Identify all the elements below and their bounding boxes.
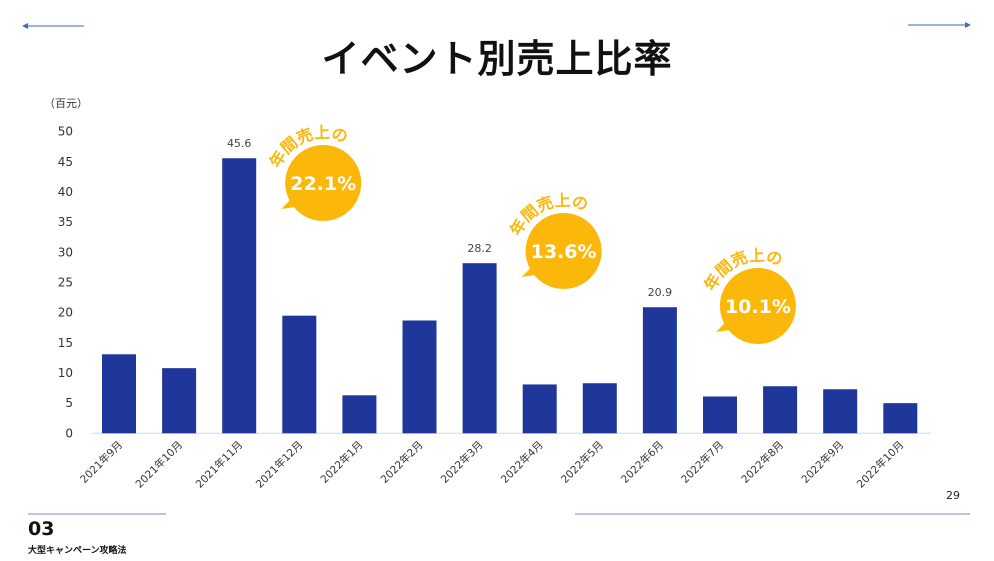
x-tick-label: 2022年1月 — [318, 438, 366, 486]
x-tick-label: 2022年7月 — [678, 438, 726, 486]
y-tick-label: 50 — [58, 125, 73, 139]
callout-bubble — [525, 213, 602, 289]
x-tick-label: 2022年4月 — [498, 438, 546, 486]
data-label: 20.9 — [648, 286, 673, 299]
x-tick-label: 2022年3月 — [438, 438, 486, 486]
bar — [703, 396, 737, 434]
page-number: 29 — [946, 489, 960, 502]
arrow-left-icon[interactable] — [22, 23, 84, 29]
callout-bubble — [285, 145, 362, 221]
page-title: イベント別売上比率 — [321, 37, 673, 81]
section-number: 03 — [28, 518, 55, 540]
bar — [462, 263, 497, 434]
y-tick-label: 10 — [58, 366, 73, 380]
bar — [102, 354, 136, 434]
data-label: 28.2 — [467, 242, 492, 255]
bar — [823, 389, 858, 434]
section-name: 大型キャンペーン攻略法 — [28, 546, 127, 556]
x-tick-label: 2022年2月 — [378, 438, 426, 486]
bar — [162, 368, 197, 434]
x-tick-label: 2022年9月 — [799, 438, 847, 486]
y-tick-label: 35 — [58, 215, 73, 229]
x-tick-label: 2021年11月 — [193, 438, 245, 490]
callout-value: 22.1% — [290, 173, 356, 195]
y-tick-label: 0 — [65, 426, 73, 440]
bar — [642, 307, 677, 434]
data-label: 45.6 — [227, 137, 252, 150]
bar — [402, 320, 437, 434]
arrow-right-icon[interactable] — [908, 22, 971, 28]
x-tick-label: 2021年10月 — [133, 438, 185, 490]
y-tick-label: 25 — [58, 276, 73, 290]
bar — [883, 403, 918, 434]
callout-value: 10.1% — [725, 296, 791, 318]
y-tick-label: 5 — [65, 396, 73, 410]
x-tick-label: 2021年12月 — [253, 438, 305, 490]
x-tick-label: 2022年5月 — [558, 438, 606, 486]
bar — [282, 315, 317, 434]
x-tick-label: 2022年8月 — [739, 438, 787, 486]
bar — [763, 386, 798, 434]
bar — [222, 158, 257, 434]
y-tick-label: 40 — [58, 185, 73, 199]
callout-bubble — [719, 268, 796, 344]
bar — [522, 384, 557, 434]
y-axis-unit-label: （百元） — [44, 97, 88, 110]
y-tick-label: 30 — [58, 245, 73, 259]
y-tick-label: 20 — [58, 306, 73, 320]
y-tick-label: 45 — [58, 155, 73, 169]
x-tick-label: 2022年6月 — [618, 438, 666, 486]
x-tick-label: 2022年10月 — [854, 438, 906, 490]
x-tick-label: 2021年9月 — [77, 438, 125, 486]
y-tick-label: 15 — [58, 336, 73, 350]
bar — [582, 383, 617, 434]
callout-value: 13.6% — [531, 241, 597, 263]
bar — [342, 395, 377, 434]
